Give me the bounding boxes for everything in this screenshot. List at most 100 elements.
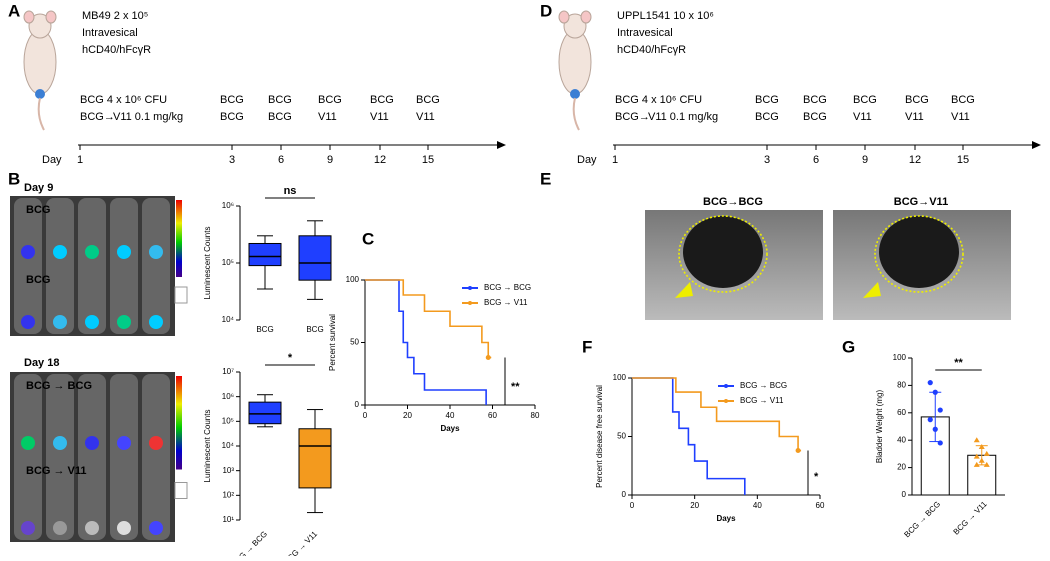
mouse-silhouette xyxy=(14,198,42,334)
data-point xyxy=(978,444,985,450)
mouse-silhouette xyxy=(110,374,138,540)
data-point xyxy=(932,389,938,395)
data-point xyxy=(937,407,943,413)
panel-label: B xyxy=(8,169,20,188)
day-label: Day xyxy=(577,154,597,166)
y-axis-label: Percent disease free survival xyxy=(595,385,604,488)
x-tick-label: 0 xyxy=(630,501,635,510)
signal xyxy=(149,245,163,259)
signal xyxy=(53,315,67,329)
mouse-icon xyxy=(558,10,592,131)
y-axis-label: Luminescent Counts xyxy=(203,227,212,300)
bladder-shadow xyxy=(879,216,959,288)
panel-label: C xyxy=(362,229,374,248)
y-tick-label: 10² xyxy=(222,490,234,499)
colorbar xyxy=(176,376,182,470)
route: Intravesical xyxy=(617,27,673,39)
route: Intravesical xyxy=(82,27,138,39)
data-point xyxy=(978,457,985,463)
y-tick-label: 10⁷ xyxy=(222,367,234,376)
day: 6 xyxy=(813,154,819,166)
panel-label: E xyxy=(540,169,551,188)
dose-bcg: BCG 4 x 10⁶ CFU xyxy=(615,94,702,106)
signal xyxy=(85,315,99,329)
x-tick-label: 80 xyxy=(531,411,540,420)
data-point xyxy=(937,440,943,446)
x-tick-label: BCG xyxy=(256,325,273,334)
dose-bcg: BCG xyxy=(416,94,440,106)
signal xyxy=(85,245,99,259)
y-tick-label: 10⁵ xyxy=(222,416,234,425)
mouse-body xyxy=(23,29,57,95)
mouse-head xyxy=(28,13,52,39)
legend-label: BCG → BCG xyxy=(484,283,531,292)
dose-v11: V11 xyxy=(416,111,435,123)
signal xyxy=(21,315,35,329)
box xyxy=(248,242,282,267)
arrowhead xyxy=(675,282,693,298)
regimen-prefix: BCG→ xyxy=(615,111,650,123)
dose-bcg: BCG 4 x 10⁶ CFU xyxy=(80,94,167,106)
day: 1 xyxy=(612,154,618,166)
box xyxy=(298,235,332,281)
mouse-silhouette xyxy=(14,374,42,540)
day-title: Day 18 xyxy=(24,357,59,369)
timeline-arrow xyxy=(1032,141,1041,149)
signal xyxy=(21,521,35,535)
x-tick-label: 20 xyxy=(690,501,699,510)
y-axis-label: Percent survival xyxy=(328,314,337,371)
colorbar-legend xyxy=(174,482,188,499)
signal xyxy=(117,436,131,450)
panel-label: D xyxy=(540,1,552,20)
day: 9 xyxy=(327,154,333,166)
day: 1 xyxy=(77,154,83,166)
signal xyxy=(53,521,67,535)
mouse-silhouette xyxy=(142,198,170,334)
day-label: Day xyxy=(42,154,62,166)
panel-label: G xyxy=(842,337,855,356)
day-title: Day 9 xyxy=(24,182,53,194)
mouse-head xyxy=(563,13,587,39)
y-tick-label: 10⁶ xyxy=(222,392,234,401)
ultrasound-label: BCG→V11 xyxy=(894,196,948,208)
y-tick-label: 0 xyxy=(622,490,627,499)
dose-v11: V11 xyxy=(853,111,872,123)
mouse-ear xyxy=(23,10,35,24)
y-tick-label: 10¹ xyxy=(222,515,234,524)
legend-dot xyxy=(468,301,472,305)
model: UPPL1541 10 x 10⁶ xyxy=(617,10,714,22)
mouse-strain: hCD40/hFcγR xyxy=(617,44,686,56)
model: MB49 2 x 10⁵ xyxy=(82,10,148,22)
day: 12 xyxy=(909,154,921,166)
x-axis-label: Days xyxy=(440,424,460,433)
significance: ** xyxy=(954,357,963,369)
survival-curve xyxy=(632,377,802,452)
mouse-tail xyxy=(37,97,45,131)
dose-bcg: BCG xyxy=(951,94,975,106)
data-point xyxy=(983,461,990,467)
x-tick-label: BCG → BCG xyxy=(229,529,269,556)
y-tick-label: 100 xyxy=(893,353,907,362)
image-label: BCG → V11 xyxy=(26,465,87,477)
y-tick-label: 10⁴ xyxy=(222,315,235,324)
x-tick-label: BCG → BCG xyxy=(902,500,942,540)
legend-label: BCG → V11 xyxy=(484,298,528,307)
signal xyxy=(149,521,163,535)
dose-v11: V11 0.1 mg/kg xyxy=(113,111,183,123)
y-tick-label: 10³ xyxy=(222,466,234,475)
y-tick-label: 0 xyxy=(355,400,360,409)
y-tick-label: 60 xyxy=(897,408,906,417)
signal xyxy=(149,315,163,329)
x-tick-label: 0 xyxy=(363,411,368,420)
survival-curve xyxy=(632,377,746,495)
image-label: BCG xyxy=(26,204,50,216)
survival-curve xyxy=(365,279,492,359)
y-tick-label: 80 xyxy=(897,381,906,390)
mouse-silhouette xyxy=(78,374,106,540)
y-axis-label: Bladder Weight (mg) xyxy=(875,390,884,464)
significance: * xyxy=(814,471,819,483)
box xyxy=(298,428,332,489)
signal xyxy=(85,521,99,535)
signal xyxy=(53,245,67,259)
y-tick-label: 10⁵ xyxy=(222,258,234,267)
